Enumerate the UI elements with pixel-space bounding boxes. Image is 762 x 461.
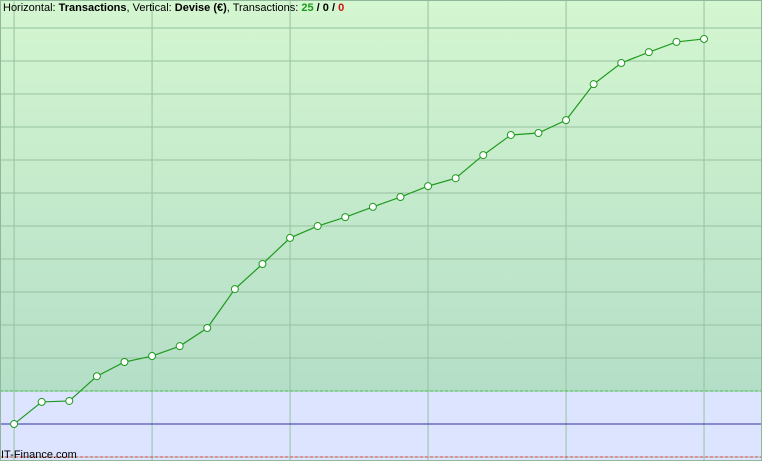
data-point <box>230 285 239 294</box>
data-point <box>562 116 571 125</box>
data-point <box>424 182 433 191</box>
data-point <box>203 324 212 333</box>
data-point <box>700 34 709 43</box>
data-point <box>534 128 543 137</box>
data-point <box>479 151 488 160</box>
header-part: / <box>329 2 338 14</box>
data-point <box>368 202 377 211</box>
data-point <box>148 352 157 361</box>
watermark: IT-Finance.com <box>1 449 77 461</box>
data-point <box>506 130 515 139</box>
data-point <box>644 48 653 57</box>
lower-zone <box>0 391 762 461</box>
header-part: / <box>314 2 323 14</box>
data-point <box>313 222 322 231</box>
data-point <box>92 372 101 381</box>
header-part: , Transactions: <box>227 2 302 14</box>
data-point <box>37 397 46 406</box>
header-part: 0 <box>338 2 344 14</box>
data-point <box>175 342 184 351</box>
header-part: 25 <box>301 2 313 14</box>
data-point <box>589 80 598 89</box>
data-point <box>286 233 295 242</box>
data-point <box>396 193 405 202</box>
header-part: 0 <box>323 2 329 14</box>
data-point <box>120 358 129 367</box>
data-point <box>672 37 681 46</box>
header-part: Transactions <box>59 2 127 14</box>
header-part: Devise (€) <box>175 2 227 14</box>
data-point <box>10 420 19 429</box>
data-point <box>617 59 626 68</box>
data-line <box>13 38 705 425</box>
plot <box>10 34 709 429</box>
data-point <box>65 396 74 405</box>
data-point <box>341 213 350 222</box>
data-point <box>451 174 460 183</box>
data-point <box>258 259 267 268</box>
header: Horizontal: Transactions, Vertical: Devi… <box>3 2 344 14</box>
header-part: Horizontal: <box>3 2 59 14</box>
header-part: , Vertical: <box>127 2 175 14</box>
